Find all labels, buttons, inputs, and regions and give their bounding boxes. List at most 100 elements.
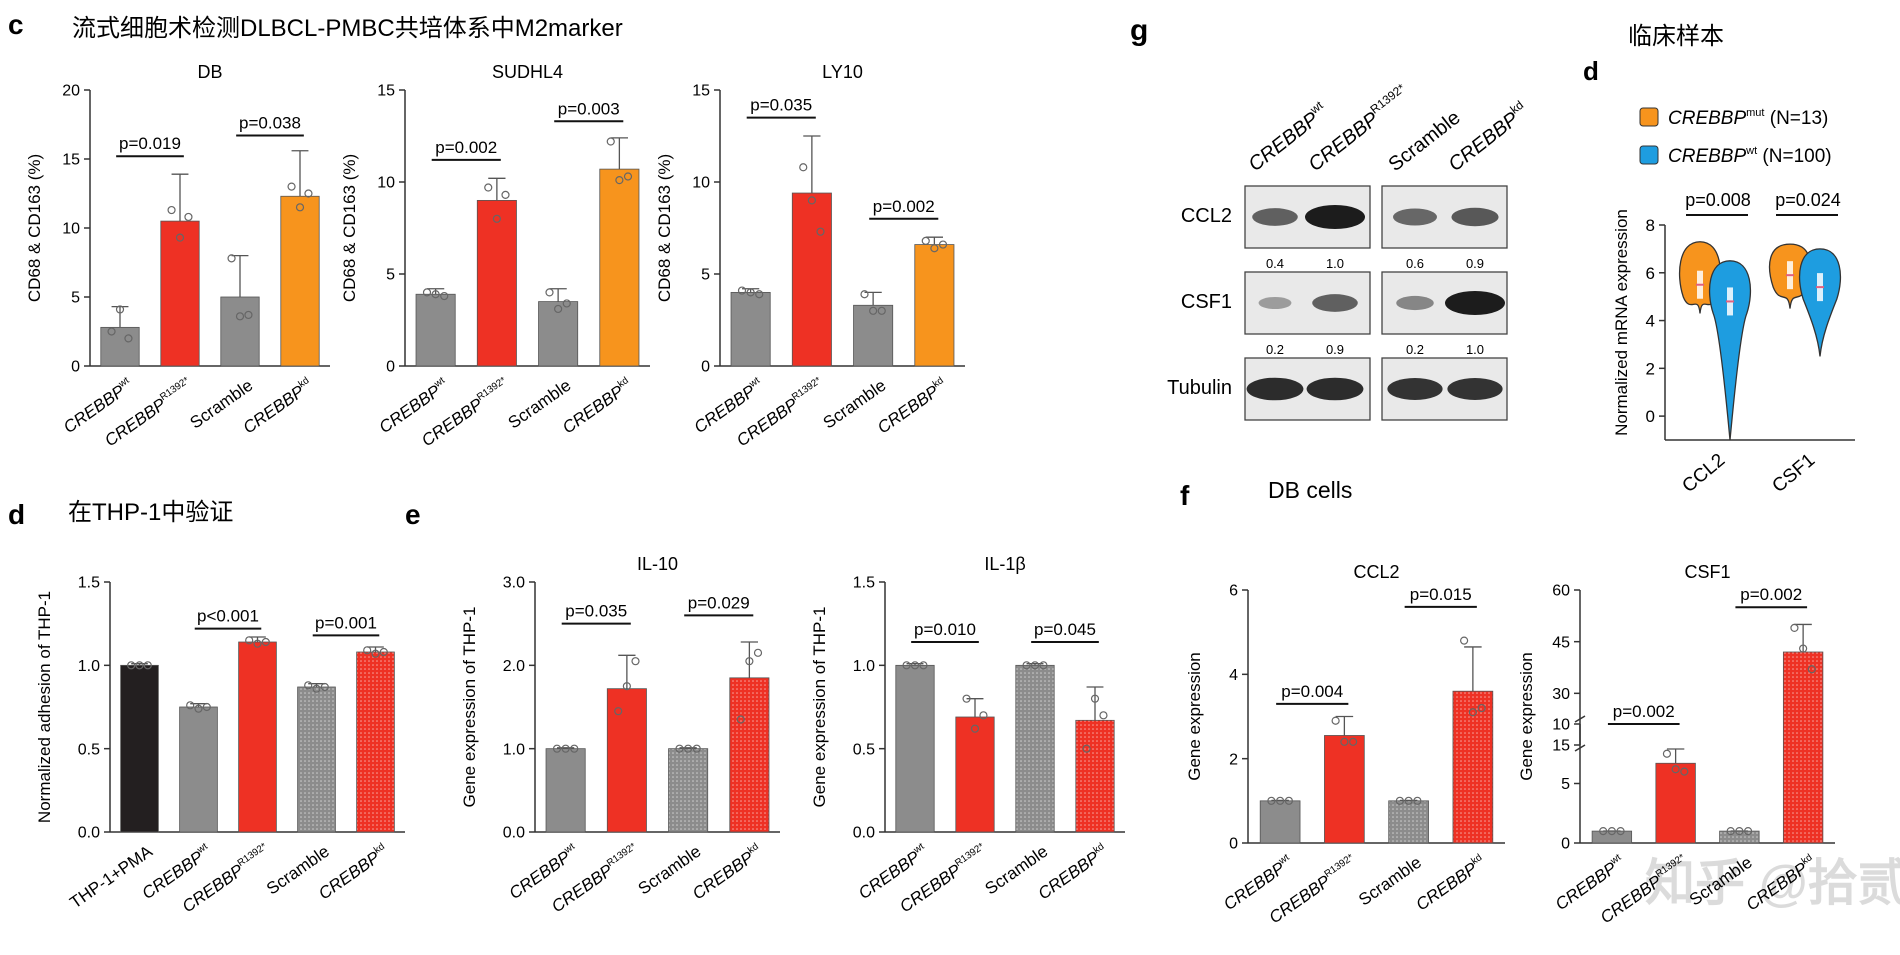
tick-label-y: 2 (1646, 359, 1655, 378)
pvalue-label: p=0.001 (315, 613, 377, 632)
data-point (1413, 796, 1422, 805)
bar-1 (1324, 735, 1365, 844)
caption-c: 流式细胞术检测DLBCL-PMBC共培体系中M2marker (72, 15, 623, 42)
tick-label-y: 0.5 (853, 741, 875, 758)
tick-label-y: 1.5 (853, 575, 875, 592)
data-point (1735, 826, 1744, 836)
data-point (615, 176, 624, 185)
tick-label-y: 1.0 (78, 658, 100, 675)
tick-label-y: 0.0 (853, 825, 875, 842)
bar-1 (1655, 762, 1696, 844)
data-point (910, 661, 920, 670)
data-point (135, 661, 144, 670)
chart-e_il10: IL-10 Gene expression of THP-1 0.0 1.0 2.0 3.… (460, 554, 780, 916)
data-point (1395, 796, 1404, 805)
tick-label-y: 10 (1552, 717, 1570, 734)
tick-label-y: 10 (692, 175, 710, 192)
data-point (1460, 636, 1469, 645)
data-point (675, 744, 684, 753)
axis-label-y: CD68 & CD163 (%) (25, 154, 44, 302)
data-point (1284, 796, 1293, 805)
panel-label-c: c (8, 9, 24, 40)
bar-1 (160, 220, 200, 367)
bar-2 (220, 296, 260, 367)
data-point (1726, 826, 1735, 836)
blot-band (1387, 378, 1443, 400)
bar-3 (297, 686, 336, 833)
data-point (194, 704, 203, 713)
caption-clinical: 临床样本 (1628, 23, 1724, 50)
data-point (379, 647, 388, 657)
tick-label-y: 1.0 (853, 658, 875, 675)
bar-3 (1075, 719, 1115, 833)
tick-label-y: 2.0 (503, 658, 525, 675)
pvalue-label: p=0.008 (1685, 190, 1751, 210)
data-point (304, 681, 313, 690)
bar-0 (730, 291, 771, 367)
pvalue-label: p=0.045 (1034, 620, 1096, 639)
data-point (860, 290, 869, 299)
bar-0 (1591, 830, 1633, 844)
blot-band (1252, 208, 1298, 226)
data-point (167, 205, 176, 215)
data-point (1468, 708, 1477, 717)
data-point (1082, 744, 1091, 753)
pvalue-label: p=0.035 (565, 602, 627, 621)
data-point (1331, 716, 1340, 725)
bar-0 (415, 293, 456, 367)
data-point (1267, 796, 1276, 805)
pvalue-label: p=0.024 (1775, 190, 1841, 210)
data-point (631, 657, 640, 666)
tick-label-x: CREBBPkd (689, 841, 766, 903)
pvalue-label: p=0.004 (1281, 682, 1343, 701)
bar-2 (1719, 830, 1760, 844)
blot-band (1396, 295, 1434, 311)
chart-title: IL-1β (984, 554, 1025, 574)
panel-label-f: f (1180, 480, 1190, 511)
pvalue-label: p<0.001 (197, 607, 259, 626)
blot-row-label: CCL2 (1181, 205, 1232, 227)
data-point (175, 233, 185, 242)
blot-band (1305, 205, 1365, 229)
axis-break-mark (1574, 715, 1586, 723)
pvalue-label: p=0.010 (914, 620, 976, 639)
tick-label-y: 20 (62, 83, 80, 100)
bar-1 (606, 688, 647, 833)
pvalue-label: p=0.029 (688, 593, 750, 612)
legend-swatch (1639, 107, 1659, 127)
blot-band (1447, 378, 1503, 400)
caption-f: DB cells (1268, 477, 1352, 503)
tick-label-y: 10 (377, 175, 395, 192)
blot-band (1312, 294, 1358, 312)
data-point (554, 304, 563, 314)
bar-2 (1015, 664, 1055, 833)
tick-label-x: CCL2 (1679, 450, 1730, 497)
bar-2 (238, 641, 277, 833)
data-point (320, 682, 329, 692)
tick-label-y: 15 (1552, 738, 1570, 755)
watermark: 知乎 @拾贰 (1645, 855, 1900, 911)
blot-band (1246, 377, 1304, 401)
tick-label-y: 1.0 (503, 741, 525, 758)
tick-label-y: 10 (62, 221, 80, 238)
blot-quant: 0.2 (1266, 342, 1284, 357)
data-point (186, 701, 195, 710)
data-point (1090, 694, 1100, 703)
data-point (930, 244, 939, 253)
data-point (1807, 665, 1816, 674)
data-point (184, 212, 193, 222)
data-point (979, 711, 988, 720)
data-point (1349, 737, 1358, 746)
blot-band (1451, 207, 1499, 227)
tick-label-y: 0.0 (78, 825, 100, 842)
blot-band (1393, 208, 1437, 226)
bar-3 (914, 244, 955, 367)
pvalue-label: p=0.002 (873, 197, 935, 216)
axis-label-y: CD68 & CD163 (%) (340, 154, 359, 302)
data-point (692, 744, 701, 753)
data-point (561, 744, 570, 753)
blot-quant: 0.2 (1406, 342, 1424, 357)
chart-title: IL-10 (637, 554, 678, 574)
